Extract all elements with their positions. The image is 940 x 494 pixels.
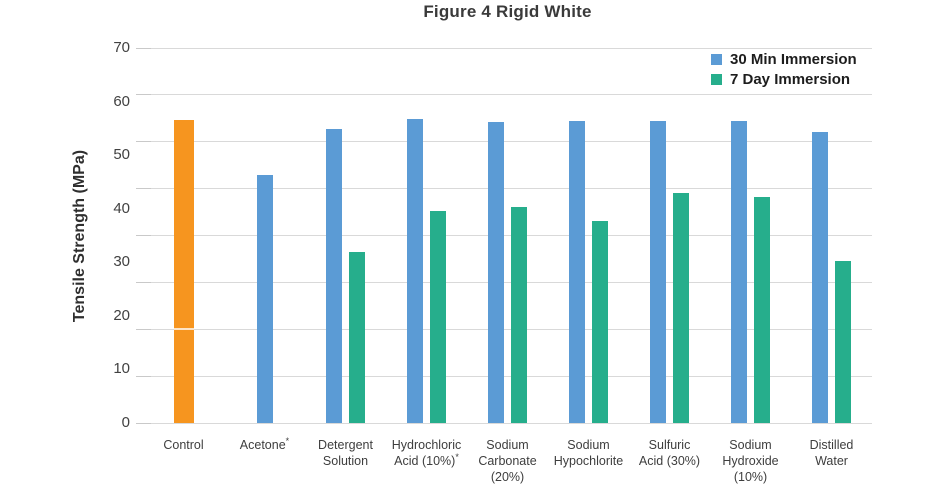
y-tick-label: 20 (113, 306, 130, 324)
x-axis-label-line: Sodium (486, 438, 529, 452)
gridline (143, 375, 872, 377)
bar-group (386, 48, 467, 423)
x-axis-label-line: (20%) (490, 470, 525, 484)
bar-group (143, 48, 224, 423)
y-tick-label: 40 (113, 199, 130, 217)
legend-label-30min: 30 Min Immersion (730, 50, 857, 68)
x-axis-label: Hydrochloric Acid (10%)* (366, 437, 487, 469)
x-axis-label: Control (123, 437, 244, 453)
bar-control (173, 119, 194, 423)
x-axis-label-line: Detergent (318, 438, 373, 452)
axis-tick (136, 235, 151, 236)
axis-tick (136, 422, 151, 424)
gridline (143, 94, 872, 96)
x-axis-label-line: Solution (322, 454, 369, 468)
axis-tick (136, 188, 151, 190)
gridline (143, 281, 872, 283)
x-axis-label-line: Control (163, 438, 204, 452)
bar-30min (812, 132, 828, 423)
bar-30min (650, 121, 666, 423)
bar-30min (569, 121, 585, 423)
legend: 30 Min Immersion 7 Day Immersion (711, 49, 857, 89)
bar-30min (256, 174, 273, 423)
x-axis-label: Sulfuric Acid (30%) (609, 437, 730, 469)
gridline (143, 422, 872, 424)
bar-7day (511, 207, 527, 423)
x-axis-label-line: Acid (10%)* (394, 451, 459, 468)
x-axis-label-line: Sodium (567, 438, 610, 452)
bar-7day (754, 196, 770, 423)
x-axis-label-line: Acid (30%) (638, 454, 701, 468)
x-axis-label-line: Hydroxide (722, 454, 779, 468)
bar-7day (673, 193, 689, 423)
asterisk-marker: * (455, 451, 459, 462)
bar-group (710, 48, 791, 423)
x-axis-label-line: Distilled (809, 438, 854, 452)
bar-30min (407, 119, 423, 423)
x-axis-label-line: Sulfuric (648, 438, 691, 452)
x-axis-label: Acetone* (204, 435, 325, 453)
x-axis-label-line: Water (815, 454, 848, 468)
bar-group (224, 48, 305, 423)
asterisk-marker: * (285, 435, 290, 446)
y-tick-label: 30 (113, 253, 130, 271)
bar-group (305, 48, 386, 423)
bar-30min (731, 120, 747, 423)
axis-tick (136, 281, 151, 283)
x-axis-label: Sodium Hypochlorite (528, 437, 649, 469)
legend-label-7day: 7 Day Immersion (730, 70, 851, 88)
axis-tick (136, 94, 151, 96)
bar-30min (488, 122, 504, 423)
y-tick-label: 0 (121, 414, 130, 431)
x-axis-label-line: Hypochlorite (553, 454, 624, 468)
gridline-artifact (173, 328, 194, 331)
gridline (143, 235, 872, 236)
axis-tick (136, 375, 151, 377)
chart-title: Figure 4 Rigid White (423, 2, 592, 21)
x-axis-label-line: Sodium (729, 438, 772, 452)
gridline (143, 328, 872, 330)
x-axis-label: Sodium Hydroxide (10%) (690, 437, 811, 485)
bar-7day (430, 210, 446, 423)
bar-group (791, 48, 872, 423)
y-tick-label: 50 (113, 146, 130, 164)
y-axis-title: Tensile Strength (MPa) (71, 149, 88, 323)
x-axis-label: Sodium Carbonate (20%) (447, 437, 568, 485)
gridline (143, 141, 872, 143)
y-tick-label: 10 (113, 360, 130, 378)
x-axis-label: Detergent Solution (285, 437, 406, 469)
bar-7day (349, 251, 365, 423)
axis-tick (136, 47, 151, 49)
bar-group (467, 48, 548, 423)
legend-swatch-30min-icon (711, 53, 722, 65)
legend-item-30min: 30 Min Immersion (711, 49, 857, 69)
x-axis-label: Distilled Water (771, 437, 892, 469)
legend-swatch-7day-icon (711, 73, 722, 85)
gridline (143, 47, 872, 49)
x-axis-label-line: Hydrochloric (391, 438, 462, 452)
x-axis-label-line: Acetone* (239, 435, 290, 452)
axis-tick (136, 328, 151, 330)
y-tick-label: 60 (113, 92, 130, 110)
legend-item-7day: 7 Day Immersion (711, 69, 857, 89)
bar-group (629, 48, 710, 423)
x-axis-label-line: Carbonate (478, 454, 537, 468)
y-tick-label: 70 (113, 39, 130, 56)
bar-group (548, 48, 629, 423)
axis-tick (136, 141, 151, 143)
bar-7day (835, 260, 851, 423)
x-axis-label-line: (10%) (733, 470, 768, 484)
gridline (143, 188, 872, 190)
bar-30min (326, 128, 342, 423)
bar-7day (592, 220, 608, 423)
